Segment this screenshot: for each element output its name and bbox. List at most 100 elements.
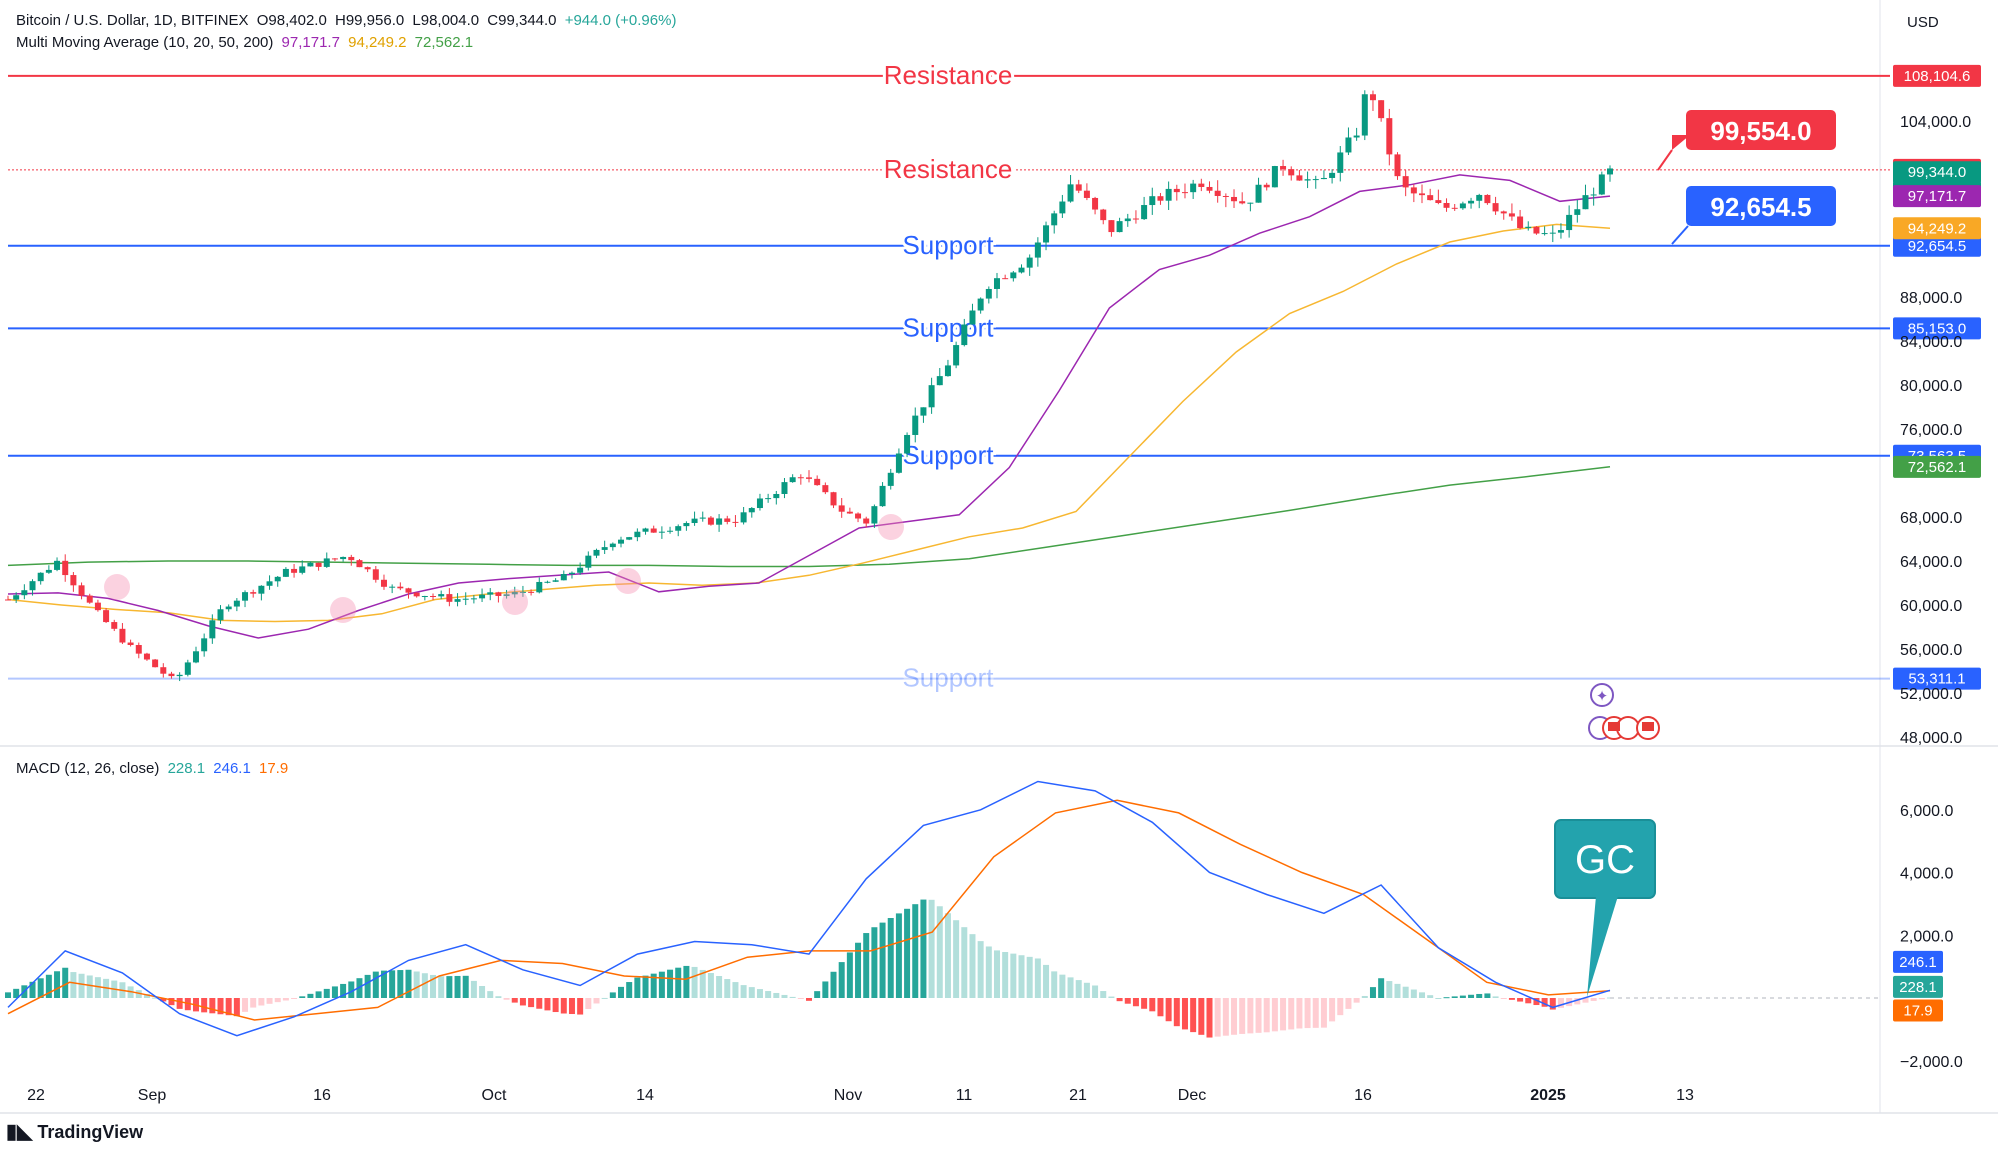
macd-hist-bar — [225, 998, 232, 1016]
macd-hist-bar — [1451, 996, 1458, 998]
ma-legend[interactable]: Multi Moving Average (10, 20, 50, 200) 9… — [16, 34, 477, 51]
candle-down — [797, 477, 804, 479]
macd-hist-bar — [953, 920, 960, 998]
macd-hist-bar — [1557, 998, 1564, 1008]
macd-hist-bar — [1549, 998, 1556, 1010]
macd-hist-bar — [1132, 998, 1139, 1007]
candle-up — [683, 523, 690, 527]
candle-down — [94, 602, 101, 611]
tradingview-logo[interactable]: ▮◣ TradingView — [6, 1119, 143, 1144]
macd-legend[interactable]: MACD (12, 26, close) 228.1 246.1 17.9 — [16, 760, 292, 777]
ohlc-close: C99,344.0 — [487, 12, 557, 29]
currency-label[interactable]: USD — [1907, 14, 1939, 31]
candle-up — [658, 531, 665, 533]
candle-down — [1386, 118, 1393, 155]
event-icons[interactable]: ✦ — [1588, 683, 1660, 740]
candle-down — [135, 645, 142, 654]
candle-up — [961, 324, 968, 346]
candle-up — [626, 537, 633, 540]
macd-hist-bar — [29, 981, 36, 998]
date-tick-label: 21 — [1069, 1087, 1087, 1104]
candle-down — [356, 560, 363, 568]
candle-up — [577, 567, 584, 573]
candle-up — [781, 482, 788, 494]
candle-down — [1083, 190, 1090, 198]
us-flag-icon[interactable] — [1616, 716, 1640, 740]
macd-hist-bar — [560, 998, 567, 1014]
candle-up — [544, 581, 551, 583]
date-tick-label: 22 — [27, 1087, 45, 1104]
candle-up — [519, 591, 526, 593]
macd-hist-bar — [1312, 998, 1319, 1028]
candle-up — [37, 572, 44, 582]
candle-down — [413, 592, 420, 597]
candle-up — [1345, 137, 1352, 153]
candle-down — [1214, 190, 1221, 196]
gc-callout: GC — [1554, 819, 1656, 997]
macd-hist-bar — [920, 899, 927, 998]
candle-down — [103, 610, 110, 623]
macd-hist-bar — [650, 973, 657, 998]
macd-hist-bar — [961, 927, 968, 998]
macd-hist-bar — [944, 913, 951, 998]
pullback-markers — [104, 514, 904, 623]
candle-down — [1500, 211, 1507, 214]
macd-badge-text: 228.1 — [1899, 979, 1937, 996]
macd-signal-value: 17.9 — [259, 760, 289, 777]
macd-hist-bar — [495, 996, 502, 998]
candle-down — [1443, 202, 1450, 208]
macd-hist-bar — [806, 998, 812, 1001]
macd-hist-bar — [1141, 998, 1148, 1009]
candle-down — [1231, 196, 1238, 202]
macd-hist-bar — [1582, 998, 1589, 1003]
macd-hist-bar — [331, 986, 338, 998]
candle-down — [430, 596, 437, 598]
candle-down — [806, 477, 812, 479]
candle-up — [1271, 166, 1278, 188]
macd-hist-bar — [266, 998, 273, 1004]
ma200-badge — [1893, 455, 1981, 478]
level-label: Support — [902, 663, 994, 693]
macd-hist-bar — [291, 998, 298, 999]
candle-down — [1181, 192, 1188, 194]
candle-down — [78, 585, 85, 596]
support-callout-text: 92,654.5 — [1710, 192, 1811, 222]
macd-hist-bar — [250, 998, 257, 1008]
candle-up — [209, 620, 216, 639]
price-tick-label: 52,000.0 — [1900, 686, 1962, 703]
macd-hist-bar — [1369, 987, 1376, 998]
sparkle-event-icon[interactable] — [1590, 683, 1614, 707]
macd-hist-bar — [1361, 995, 1368, 998]
candle-up — [618, 539, 625, 544]
candle-down — [1239, 201, 1246, 204]
candle-down — [1394, 154, 1401, 177]
candle-up — [969, 310, 976, 325]
macd-hist-bar — [1500, 998, 1507, 999]
level-badge — [1893, 667, 1981, 690]
macd-hist-bar — [348, 981, 355, 998]
macd-hist-bar — [372, 971, 379, 998]
macd-hist-bar — [1288, 998, 1295, 1030]
macd-hist-bar — [765, 991, 772, 998]
macd-hist-bar — [479, 986, 486, 998]
candle-down — [119, 628, 126, 643]
candle-up — [1149, 196, 1156, 206]
candle-down — [855, 513, 862, 519]
candle-up — [904, 434, 911, 454]
candle-up — [675, 526, 682, 531]
macd-hist-bar — [618, 986, 625, 998]
candle-up — [536, 581, 543, 593]
macd-hist-bar — [1149, 998, 1156, 1012]
price-tick-label: 60,000.0 — [1900, 598, 1962, 615]
macd-hist-bar — [797, 998, 804, 999]
candle-down — [1198, 183, 1205, 187]
candle-down — [1402, 176, 1409, 188]
ma10-badge — [1893, 185, 1981, 208]
date-tick-label: 16 — [313, 1087, 331, 1104]
pullback-marker — [330, 597, 356, 623]
flag-stripes-icon — [1608, 722, 1620, 731]
candle-down — [863, 518, 870, 524]
macd-hist-bar — [593, 998, 600, 1004]
level-badge — [1893, 64, 1981, 87]
